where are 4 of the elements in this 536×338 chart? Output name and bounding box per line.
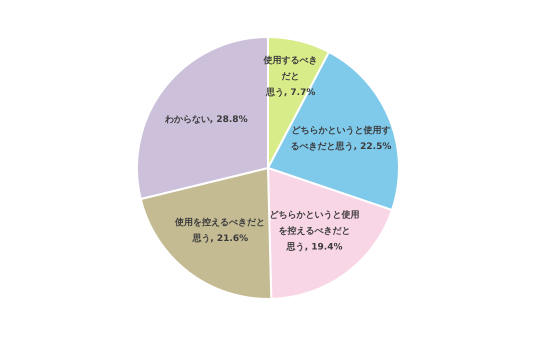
slice-label: どちらかというと使用するべきだと思う, 22.5% [290,125,392,152]
slice-label: 使用を控えるべきだと思う, 21.6% [174,216,266,244]
slice-label: どちらかというと使用を控えるべきだと思う, 19.4% [270,210,360,253]
slice-label: わからない, 28.8% [164,114,248,125]
